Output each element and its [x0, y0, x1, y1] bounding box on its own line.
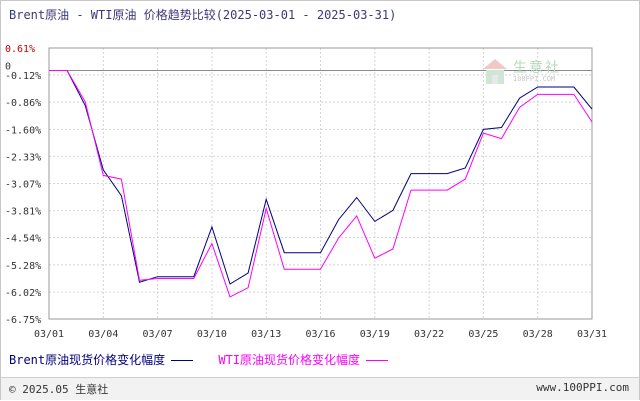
watermark-logo-icon: [483, 59, 507, 84]
legend-item-wti: WTI原油现货价格变化幅度: [218, 351, 389, 368]
x-tick-label: 03/25: [468, 329, 498, 340]
y-tick-label: -6.02%: [5, 288, 41, 299]
y-tick-label: 0.61%: [5, 44, 35, 55]
x-tick-label: 03/16: [305, 329, 335, 340]
x-tick-label: 03/22: [414, 329, 444, 340]
y-tick-label: -0.12%: [5, 71, 41, 82]
y-tick-label: -5.28%: [5, 261, 41, 272]
y-tick-label: -0.86%: [5, 98, 41, 109]
plot-area-border: [48, 47, 593, 320]
series-line-brent: [49, 70, 593, 285]
y-tick-label: -1.60%: [5, 125, 41, 136]
legend-label-brent: Brent原油现货价格变化幅度: [9, 353, 166, 367]
series-lines: [49, 70, 593, 298]
watermark: 生意社 100PPI.COM: [481, 55, 581, 89]
y-tick-label: -4.54%: [5, 234, 41, 245]
watermark-text: 生意社: [513, 60, 561, 76]
axes: [48, 47, 593, 320]
legend: Brent原油现货价格变化幅度 WTI原油现货价格变化幅度: [9, 351, 406, 368]
x-tick-label: 03/01: [34, 329, 64, 340]
x-tick-label: 03/10: [197, 329, 227, 340]
legend-swatch-brent: [171, 360, 194, 361]
y-tick-label: -6.75%: [5, 315, 41, 326]
footer-copyright: © 2025.05 生意社: [9, 383, 109, 396]
x-tick-label: 03/04: [88, 329, 118, 340]
y-tick-label: -3.07%: [5, 180, 41, 191]
legend-label-wti: WTI原油现货价格变化幅度: [218, 353, 361, 367]
x-tick-label: 03/31: [577, 329, 607, 340]
watermark-subtext: 100PPI.COM: [513, 75, 556, 83]
y-axis-labels: 0.61% -0.12% -0.86% -1.60% -2.33% -3.07% -3.81…: [5, 44, 41, 326]
legend-swatch-wti: [366, 360, 389, 361]
chart-title: Brent原油 - WTI原油 价格趋势比较(2025-03-01 - 2025…: [9, 8, 397, 22]
x-axis-labels: 03/01 03/04 03/07 03/10 03/13 03/16 03/19 03/22…: [34, 329, 607, 340]
x-tick-label: 03/07: [143, 329, 173, 340]
legend-item-brent: Brent原油现货价格变化幅度: [9, 351, 194, 368]
series-line-wti: [49, 70, 593, 298]
x-tick-label: 03/19: [360, 329, 390, 340]
x-tick-label: 03/28: [523, 329, 553, 340]
zero-label: 0: [5, 61, 11, 72]
y-tick-label: -3.81%: [5, 207, 41, 218]
x-tick-label: 03/13: [251, 329, 281, 340]
y-tick-label: -2.33%: [5, 152, 41, 163]
footer: © 2025.05 生意社 www.100PPI.com: [1, 377, 639, 400]
footer-site-link[interactable]: www.100PPI.com: [536, 381, 629, 394]
